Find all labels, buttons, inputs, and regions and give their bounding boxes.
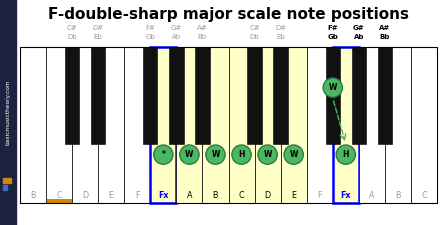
Circle shape bbox=[323, 78, 342, 97]
Text: C: C bbox=[56, 191, 62, 200]
Text: C: C bbox=[421, 191, 427, 200]
Text: B: B bbox=[213, 191, 218, 200]
Text: F: F bbox=[135, 191, 139, 200]
Text: F#: F# bbox=[145, 25, 155, 31]
Bar bbox=[307, 47, 333, 203]
Text: E: E bbox=[109, 191, 114, 200]
Text: Db: Db bbox=[67, 34, 77, 40]
Text: B: B bbox=[30, 191, 36, 200]
Text: Gb: Gb bbox=[146, 34, 155, 40]
Bar bbox=[46, 47, 72, 203]
Bar bbox=[326, 47, 340, 144]
Text: W: W bbox=[329, 83, 337, 92]
Circle shape bbox=[180, 145, 199, 164]
Text: Ab: Ab bbox=[172, 34, 181, 40]
Bar bbox=[3, 185, 7, 190]
Circle shape bbox=[232, 145, 251, 164]
Text: B: B bbox=[395, 191, 401, 200]
Circle shape bbox=[154, 145, 173, 164]
Bar bbox=[98, 47, 124, 203]
Text: C: C bbox=[239, 191, 244, 200]
Text: D#: D# bbox=[93, 25, 104, 31]
Text: E: E bbox=[291, 191, 296, 200]
Bar bbox=[72, 47, 98, 203]
Text: C#: C# bbox=[67, 25, 77, 31]
Text: W: W bbox=[264, 150, 272, 159]
Circle shape bbox=[284, 145, 303, 164]
Bar bbox=[20, 47, 46, 203]
Text: basicmusictheory.com: basicmusictheory.com bbox=[5, 79, 11, 145]
Text: D: D bbox=[82, 191, 88, 200]
Text: H: H bbox=[342, 150, 349, 159]
Bar bbox=[359, 47, 385, 203]
Text: *: * bbox=[161, 150, 165, 159]
Text: Ab: Ab bbox=[354, 34, 364, 40]
Bar bbox=[143, 47, 158, 144]
Bar bbox=[169, 47, 183, 144]
Text: H: H bbox=[238, 150, 245, 159]
Text: F-double-sharp major scale note positions: F-double-sharp major scale note position… bbox=[48, 7, 408, 22]
Bar bbox=[91, 47, 105, 144]
Text: W: W bbox=[290, 150, 298, 159]
Bar bbox=[176, 47, 202, 203]
Bar bbox=[195, 47, 209, 144]
Bar bbox=[273, 47, 288, 144]
Bar bbox=[228, 47, 255, 203]
Text: Eb: Eb bbox=[276, 34, 285, 40]
Bar bbox=[65, 47, 79, 144]
Bar bbox=[124, 47, 150, 203]
Bar bbox=[0, 0, 16, 225]
Text: W: W bbox=[185, 150, 194, 159]
Bar bbox=[378, 47, 392, 144]
Bar bbox=[333, 47, 359, 203]
Bar bbox=[150, 47, 176, 203]
Text: W: W bbox=[211, 150, 220, 159]
Text: Fx: Fx bbox=[341, 191, 351, 200]
Text: F#: F# bbox=[327, 25, 338, 31]
Text: F: F bbox=[318, 191, 322, 200]
Text: G#: G# bbox=[353, 25, 365, 31]
Text: A#: A# bbox=[379, 25, 391, 31]
Bar bbox=[385, 47, 411, 203]
Text: Bb: Bb bbox=[198, 34, 207, 40]
Text: A#: A# bbox=[197, 25, 208, 31]
Text: Bb: Bb bbox=[380, 34, 390, 40]
Bar bbox=[255, 47, 281, 203]
Circle shape bbox=[206, 145, 225, 164]
Bar bbox=[281, 47, 307, 203]
Text: A: A bbox=[369, 191, 374, 200]
Bar bbox=[411, 47, 437, 203]
Bar bbox=[247, 47, 262, 144]
Circle shape bbox=[258, 145, 277, 164]
Bar bbox=[202, 47, 228, 203]
Bar bbox=[3, 178, 11, 183]
Text: Gb: Gb bbox=[327, 34, 338, 40]
Text: G#: G# bbox=[171, 25, 182, 31]
Text: C#: C# bbox=[249, 25, 260, 31]
Text: A: A bbox=[187, 191, 192, 200]
Bar bbox=[352, 47, 366, 144]
Text: Fx: Fx bbox=[158, 191, 169, 200]
Bar bbox=[20, 47, 437, 203]
Bar bbox=[47, 199, 72, 202]
Text: D#: D# bbox=[275, 25, 286, 31]
Text: D: D bbox=[264, 191, 271, 200]
Text: Db: Db bbox=[250, 34, 259, 40]
Text: Eb: Eb bbox=[94, 34, 103, 40]
Circle shape bbox=[336, 145, 356, 164]
